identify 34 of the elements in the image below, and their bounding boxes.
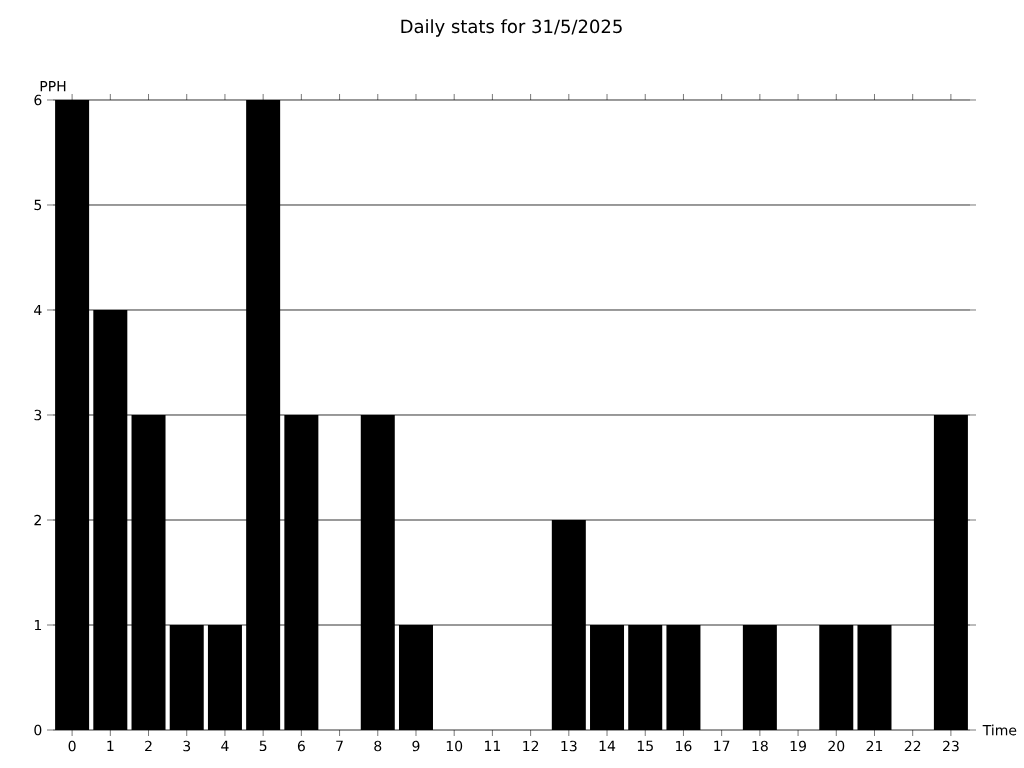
x-tick-label: 5 <box>259 740 267 752</box>
x-tick-label: 20 <box>828 740 845 752</box>
x-axis-title: Time <box>982 724 1017 736</box>
x-tick-label: 3 <box>183 740 191 752</box>
y-tick-label: 0 <box>34 724 42 736</box>
chart-title: Daily stats for 31/5/2025 <box>401 19 622 37</box>
x-tick-label: 18 <box>752 740 768 752</box>
x-tick-label: 0 <box>68 740 76 752</box>
x-tick-label: 9 <box>412 740 420 752</box>
x-tick-label: 23 <box>943 740 959 752</box>
y-tick-label: 4 <box>34 304 42 316</box>
x-tick-label: 8 <box>374 740 382 752</box>
y-tick-label: 3 <box>34 409 42 421</box>
x-tick-label: 13 <box>561 740 577 752</box>
y-axis-title: PPH <box>40 81 66 92</box>
x-tick-label: 16 <box>676 740 692 752</box>
x-tick-label: 2 <box>145 740 152 752</box>
x-tick-label: 22 <box>904 740 921 752</box>
x-tick-label: 15 <box>637 740 653 752</box>
x-tick-label: 7 <box>336 740 343 751</box>
x-tick-label: 10 <box>446 740 463 752</box>
y-tick-label: 1 <box>34 619 42 631</box>
y-tick-label: 6 <box>34 94 42 106</box>
x-tick-label: 1 <box>107 740 114 751</box>
x-tick-label: 17 <box>714 740 730 751</box>
x-tick-label: 4 <box>221 740 229 751</box>
x-tick-label: 21 <box>866 740 883 752</box>
y-tick-label: 5 <box>34 199 42 211</box>
x-tick-label: 6 <box>297 740 305 752</box>
x-tick-label: 12 <box>523 740 539 752</box>
x-tick-label: 19 <box>790 740 806 752</box>
x-tick-label: 14 <box>599 740 616 751</box>
y-tick-label: 2 <box>34 514 41 526</box>
x-tick-label: 11 <box>485 740 501 751</box>
